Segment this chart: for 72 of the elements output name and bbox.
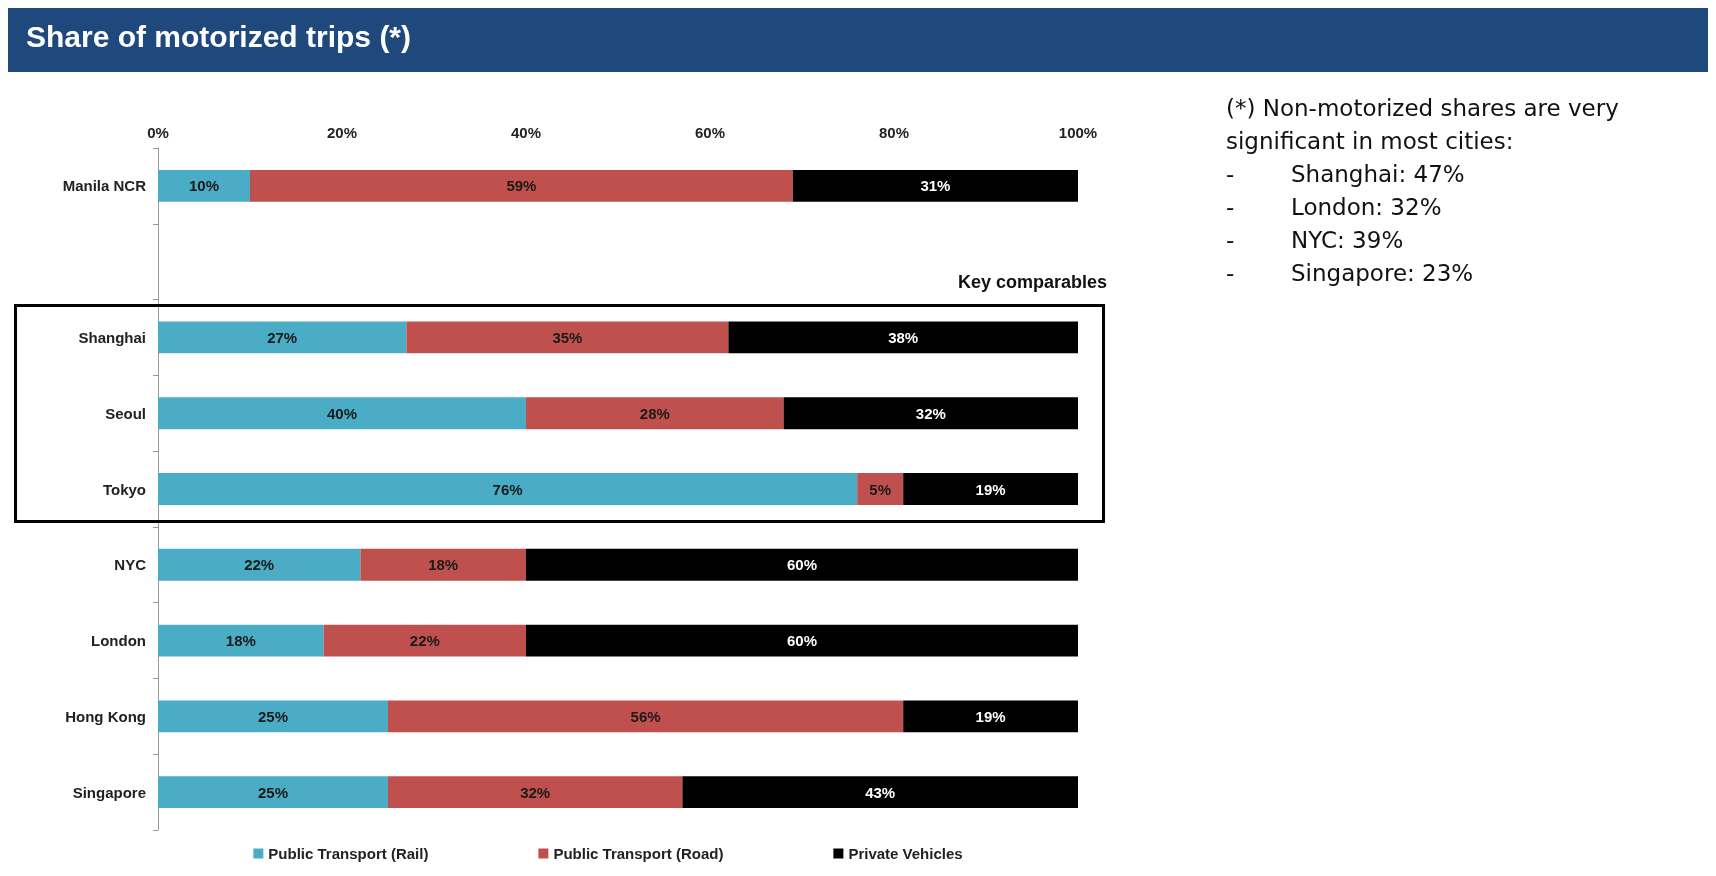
bar [158, 321, 407, 354]
bar [903, 700, 1078, 733]
bar [388, 700, 904, 733]
data-label: 60% [786, 632, 818, 650]
chart-title: Share of motorized trips (*) [26, 20, 412, 54]
data-label: 31% [920, 177, 951, 195]
text: (*) Non-motorized shares are very significant in most cities: [1226, 94, 1620, 156]
x-tick-label: 80% [878, 124, 910, 141]
bar [526, 548, 1078, 581]
data-label: 60% [786, 556, 818, 574]
bar [158, 473, 858, 505]
data-label: 19% [975, 707, 1006, 725]
bar [158, 397, 526, 430]
bar [158, 700, 388, 733]
bar [728, 321, 1078, 354]
bar [388, 776, 683, 809]
bar [360, 548, 526, 581]
bar [792, 169, 1078, 202]
x-tick-label: 0% [147, 124, 169, 141]
legend-label: Public Transport (Road) [553, 845, 724, 862]
bar [158, 548, 361, 581]
bar [158, 624, 324, 657]
data-label: 10% [188, 177, 220, 195]
data-label: 76% [492, 480, 523, 498]
data-label: 59% [506, 177, 537, 195]
data-label: 28% [639, 404, 670, 422]
bar [406, 321, 729, 354]
data-label: 43% [865, 783, 896, 801]
bar [158, 169, 250, 202]
data-label: 22% [244, 556, 275, 574]
text: - NYC: 39% [1226, 227, 1404, 253]
y-tick-label: Manila NCR [62, 177, 147, 195]
bar [323, 624, 526, 657]
y-tick-label: Tokyo [102, 480, 146, 498]
data-label: 56% [630, 707, 661, 725]
text: - Singapore: 23% [1226, 260, 1474, 286]
y-tick-label: Singapore [72, 783, 146, 801]
text: - Shanghai: 47% [1226, 161, 1465, 187]
data-label: 32% [520, 783, 551, 801]
bar [903, 473, 1078, 505]
data-label: 25% [257, 707, 289, 725]
data-label: 18% [225, 632, 256, 650]
data-label: 27% [267, 328, 298, 346]
bar [783, 397, 1078, 430]
data-label: 5% [869, 480, 892, 498]
bar [857, 473, 904, 505]
y-tick-label: London [91, 632, 146, 650]
legend-label: Public Transport (Rail) [268, 845, 429, 862]
data-label: 32% [915, 404, 946, 422]
x-tick-label: 40% [510, 124, 542, 141]
text: - London: 32% [1226, 194, 1442, 220]
bar [250, 169, 793, 202]
annotation: Key comparables [957, 271, 1107, 293]
y-tick-label: NYC [114, 556, 147, 574]
x-tick-label: 100% [1058, 124, 1098, 141]
y-tick-label: Seoul [105, 404, 146, 422]
bar [158, 776, 388, 809]
data-label: 38% [888, 328, 919, 346]
data-label: 35% [552, 328, 583, 346]
x-tick-label: 60% [694, 124, 726, 141]
data-label: 22% [409, 632, 440, 650]
legend-label: Private Vehicles [848, 845, 963, 862]
y-tick-label: Shanghai [78, 328, 146, 346]
data-label: 19% [975, 480, 1006, 498]
bar [526, 624, 1078, 657]
x-tick-label: 20% [326, 124, 358, 141]
data-label: 25% [257, 783, 289, 801]
data-label: 40% [326, 404, 358, 422]
data-label: 18% [428, 556, 459, 574]
bar [526, 397, 784, 430]
y-tick-label: Hong Kong [65, 707, 146, 725]
bar [682, 776, 1078, 809]
